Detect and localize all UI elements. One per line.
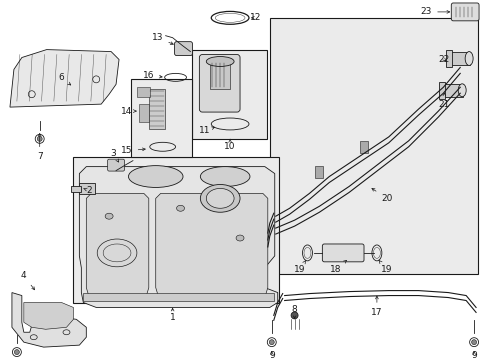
Bar: [269, 18, 477, 274]
Polygon shape: [12, 293, 86, 347]
Bar: [439, 82, 445, 99]
Text: 4: 4: [21, 271, 35, 290]
Text: 6: 6: [59, 73, 71, 85]
Ellipse shape: [105, 213, 113, 219]
Ellipse shape: [176, 205, 184, 211]
Text: 14: 14: [121, 107, 136, 116]
Text: 12: 12: [250, 13, 261, 22]
Text: 5: 5: [0, 359, 1, 360]
Text: 13: 13: [152, 33, 173, 44]
Bar: [359, 141, 367, 153]
FancyBboxPatch shape: [174, 42, 192, 55]
Ellipse shape: [128, 166, 183, 188]
Bar: [443, 84, 462, 97]
Bar: [315, 166, 323, 177]
Bar: [137, 87, 149, 97]
Ellipse shape: [290, 312, 298, 319]
Polygon shape: [86, 193, 148, 297]
Text: 16: 16: [143, 71, 162, 80]
Ellipse shape: [457, 84, 465, 97]
Text: 20: 20: [371, 188, 392, 203]
Bar: [192, 50, 266, 139]
Text: 21: 21: [438, 93, 449, 109]
Text: 2: 2: [83, 186, 92, 195]
Bar: [139, 104, 148, 122]
Ellipse shape: [37, 136, 42, 141]
Bar: [73, 157, 278, 303]
Ellipse shape: [200, 184, 240, 212]
Bar: [148, 89, 164, 129]
FancyBboxPatch shape: [199, 55, 240, 112]
FancyBboxPatch shape: [450, 3, 478, 21]
Text: 23: 23: [420, 8, 449, 17]
Polygon shape: [24, 302, 73, 329]
Ellipse shape: [206, 188, 234, 208]
Bar: [79, 184, 95, 194]
Polygon shape: [10, 50, 119, 107]
Ellipse shape: [206, 57, 234, 67]
FancyBboxPatch shape: [107, 159, 124, 171]
Bar: [83, 293, 273, 301]
Text: 19: 19: [378, 260, 392, 274]
Ellipse shape: [464, 51, 472, 66]
Bar: [210, 62, 230, 89]
Text: 3: 3: [110, 149, 119, 162]
Ellipse shape: [236, 235, 244, 241]
Text: 15: 15: [121, 146, 145, 155]
Bar: [71, 186, 81, 192]
Text: 9: 9: [268, 351, 274, 360]
Text: 10: 10: [224, 139, 235, 151]
Text: 9: 9: [470, 351, 476, 360]
Ellipse shape: [470, 340, 476, 345]
Text: 22: 22: [438, 55, 449, 64]
Ellipse shape: [269, 340, 274, 345]
Text: 19: 19: [293, 260, 305, 274]
Text: 8: 8: [291, 305, 297, 319]
FancyBboxPatch shape: [322, 244, 363, 262]
Ellipse shape: [14, 350, 20, 355]
Bar: [131, 79, 192, 157]
Text: 11: 11: [198, 126, 214, 135]
Bar: [446, 50, 451, 67]
Polygon shape: [155, 193, 267, 297]
Text: 1: 1: [169, 308, 175, 322]
Bar: [449, 51, 469, 66]
Polygon shape: [79, 167, 277, 307]
Text: 18: 18: [329, 260, 346, 274]
Text: 17: 17: [370, 296, 382, 317]
Ellipse shape: [200, 167, 249, 186]
Text: 7: 7: [37, 134, 42, 161]
